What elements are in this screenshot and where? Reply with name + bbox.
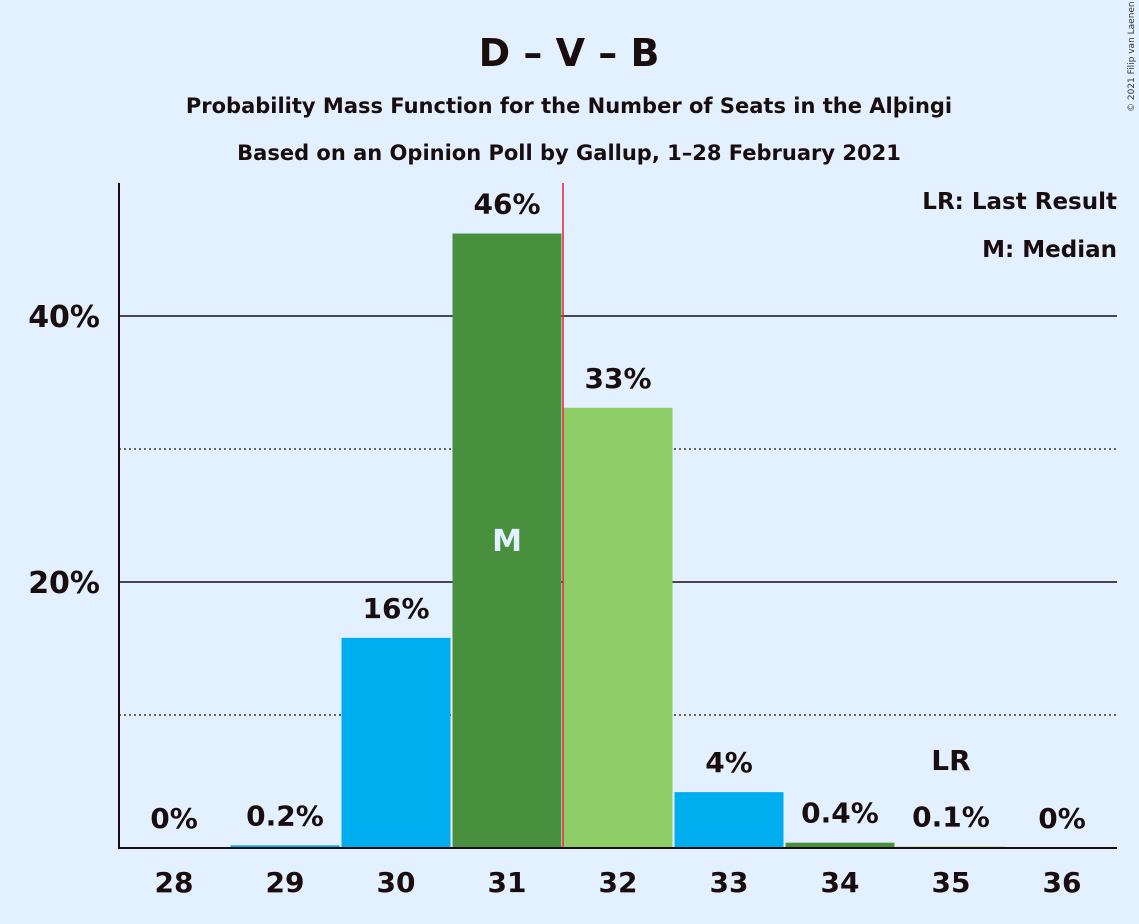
bar-34 xyxy=(785,842,895,848)
copyright-text: © 2021 Filip van Laenen xyxy=(1127,1,1137,112)
chart-title: D – V – B xyxy=(479,31,660,75)
x-tick-label: 30 xyxy=(377,866,416,899)
bar-31 xyxy=(452,233,562,849)
median-marker: M xyxy=(492,524,522,559)
data-labels: 28 29 30 31 32 33 34 35 36 0% 0.2% 16% 46% 33% 4% 0.4% 0… xyxy=(150,188,1086,899)
data-label: 0.2% xyxy=(246,799,324,832)
x-tick-label: 34 xyxy=(821,866,860,899)
gridlines: 20% 40% xyxy=(28,300,1117,716)
chart-subtitle-1: Probability Mass Function for the Number… xyxy=(186,94,952,118)
x-tick-label: 36 xyxy=(1043,866,1082,899)
data-label: 0% xyxy=(150,802,198,835)
data-label: 16% xyxy=(362,592,429,625)
data-label: 0.4% xyxy=(801,797,879,830)
x-tick-label: 29 xyxy=(266,866,305,899)
x-tick-label: 33 xyxy=(710,866,749,899)
x-tick-label: 31 xyxy=(488,866,527,899)
x-tick-label: 28 xyxy=(155,866,194,899)
data-label: 0% xyxy=(1038,802,1086,835)
x-tick-label: 35 xyxy=(932,866,971,899)
bar-29 xyxy=(230,845,340,848)
bar-32 xyxy=(563,407,673,848)
data-label: 0.1% xyxy=(912,801,990,834)
axes xyxy=(118,183,1117,849)
x-tick-label: 32 xyxy=(599,866,638,899)
y-tick-label: 20% xyxy=(28,566,100,601)
data-label: 33% xyxy=(584,362,651,395)
bar-33 xyxy=(674,792,784,848)
legend-last-result: LR: Last Result xyxy=(922,189,1117,215)
data-label: 4% xyxy=(705,746,753,779)
bars xyxy=(230,183,1006,849)
last-result-marker: LR xyxy=(931,744,970,777)
y-tick-label: 40% xyxy=(28,300,100,335)
chart-subtitle-2: Based on an Opinion Poll by Gallup, 1–28… xyxy=(237,141,901,165)
data-label: 46% xyxy=(473,188,540,221)
bar-30 xyxy=(341,637,451,848)
legend-median: M: Median xyxy=(982,237,1117,263)
